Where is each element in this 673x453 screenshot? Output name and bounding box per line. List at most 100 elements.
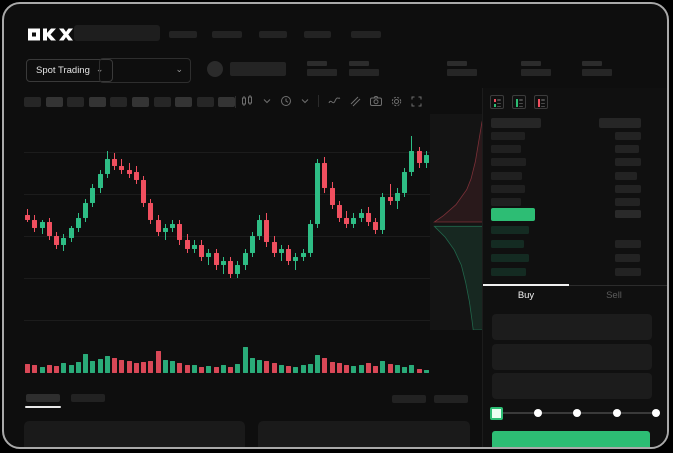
bid-row-bar[interactable]	[491, 254, 529, 262]
candle-wick	[222, 257, 224, 274]
volume-bar	[286, 365, 291, 373]
toolbar-item[interactable]	[67, 97, 85, 107]
chevron-down-icon: ⌄	[175, 64, 183, 74]
bid-row-bar[interactable]	[491, 226, 529, 234]
nav-item[interactable]	[259, 31, 287, 38]
bid-row-bar[interactable]	[615, 240, 641, 248]
stat-value-placeholder	[521, 69, 551, 76]
bottom-tab-1[interactable]	[26, 394, 60, 402]
toolbar-item[interactable]	[175, 97, 193, 107]
nav-item[interactable]	[169, 31, 197, 38]
toolbar-item[interactable]	[132, 97, 149, 107]
toolbar-item[interactable]	[88, 97, 106, 107]
slider-stop-2[interactable]	[573, 409, 581, 417]
volume-bar	[365, 363, 371, 373]
slider-stop-0[interactable]	[490, 407, 503, 420]
toolbar-item[interactable]	[45, 97, 63, 107]
tab-sell[interactable]: Sell	[606, 290, 622, 301]
chevron-down-icon[interactable]	[263, 98, 271, 104]
ask-row-bar[interactable]	[615, 145, 639, 154]
pair-dropdown[interactable]: ⌄	[99, 58, 191, 83]
toolbar-item[interactable]	[24, 97, 41, 107]
stat-label-placeholder	[349, 61, 369, 66]
volume-bar	[409, 364, 415, 373]
nav-item[interactable]	[212, 31, 242, 38]
order-input-3[interactable]	[492, 373, 652, 399]
slider-stop-1[interactable]	[533, 409, 542, 417]
amount-slider[interactable]	[490, 407, 660, 420]
ask-row-bar[interactable]	[491, 158, 526, 167]
ask-row-bar[interactable]	[491, 171, 522, 180]
volume-bar	[373, 365, 378, 373]
volume-bar	[199, 366, 204, 373]
book-bids-icon[interactable]	[512, 95, 526, 109]
candle	[184, 240, 190, 249]
volume-bar	[322, 357, 328, 373]
ask-row-bar[interactable]	[615, 171, 637, 180]
ask-row-bar[interactable]	[615, 132, 641, 140]
chevron-down-icon[interactable]	[301, 98, 309, 104]
nav-item[interactable]	[304, 31, 331, 38]
volume-bar	[126, 361, 132, 373]
candle	[264, 219, 270, 243]
order-input-2[interactable]	[492, 344, 652, 370]
indicator-icon[interactable]	[328, 97, 341, 105]
toolbar-item[interactable]	[153, 97, 171, 107]
candle	[300, 252, 306, 258]
ask-row-bar[interactable]	[491, 184, 525, 193]
candle	[83, 202, 88, 218]
bottom-action[interactable]	[434, 395, 468, 403]
divider	[235, 96, 236, 108]
gear-icon[interactable]	[391, 96, 402, 107]
slider-stop-3[interactable]	[612, 409, 621, 417]
volume-bar	[155, 350, 161, 373]
tab-buy[interactable]: Buy	[517, 290, 535, 301]
buy-submit-button[interactable]	[492, 431, 650, 447]
ask-row-bar[interactable]	[615, 158, 641, 167]
ask-row-bar[interactable]	[615, 184, 641, 193]
nav-item[interactable]	[351, 31, 381, 38]
fullscreen-icon[interactable]	[411, 96, 422, 107]
toolbar-item[interactable]	[110, 97, 128, 107]
candle	[394, 192, 400, 201]
candle	[322, 163, 328, 189]
interval-icon[interactable]	[280, 95, 292, 107]
bid-row-bar[interactable]	[615, 268, 641, 276]
depth-chart[interactable]	[430, 114, 484, 330]
toolbar-item[interactable]	[218, 97, 236, 107]
ask-row-bar[interactable]	[491, 132, 525, 140]
gridline	[24, 152, 430, 153]
search-input[interactable]	[74, 25, 160, 41]
candle-style-icon[interactable]	[241, 95, 254, 107]
draw-tools-icon[interactable]	[350, 96, 361, 107]
volume-bar	[315, 355, 320, 373]
volume-bar	[242, 347, 248, 373]
candle	[286, 248, 291, 262]
bid-row-bar[interactable]	[491, 268, 526, 276]
candle	[25, 215, 30, 220]
candle	[213, 252, 219, 266]
book-both-icon[interactable]	[490, 95, 504, 109]
toolbar-item[interactable]	[196, 97, 214, 107]
slider-stop-4[interactable]	[652, 409, 660, 417]
candle	[278, 248, 284, 253]
volume-bar	[83, 353, 88, 373]
ask-row-bar[interactable]	[491, 145, 521, 154]
volume-bar	[39, 367, 45, 373]
bid-row-bar[interactable]	[615, 254, 640, 262]
camera-icon[interactable]	[370, 96, 382, 106]
order-input-1[interactable]	[492, 314, 652, 340]
volume-chart[interactable]	[24, 340, 430, 373]
candle	[220, 261, 226, 266]
candlestick-chart[interactable]	[24, 116, 430, 340]
bottom-tab-2[interactable]	[71, 394, 105, 402]
candle	[61, 238, 67, 245]
candle	[249, 236, 255, 253]
chart-toolbar-icons	[241, 95, 422, 107]
bid-row-bar[interactable]	[491, 240, 524, 248]
ask-row-bar[interactable]	[615, 198, 640, 206]
bottom-action[interactable]	[392, 395, 426, 403]
ask-row-bar[interactable]	[491, 198, 521, 206]
candle	[119, 165, 125, 170]
book-asks-icon[interactable]	[534, 95, 548, 109]
